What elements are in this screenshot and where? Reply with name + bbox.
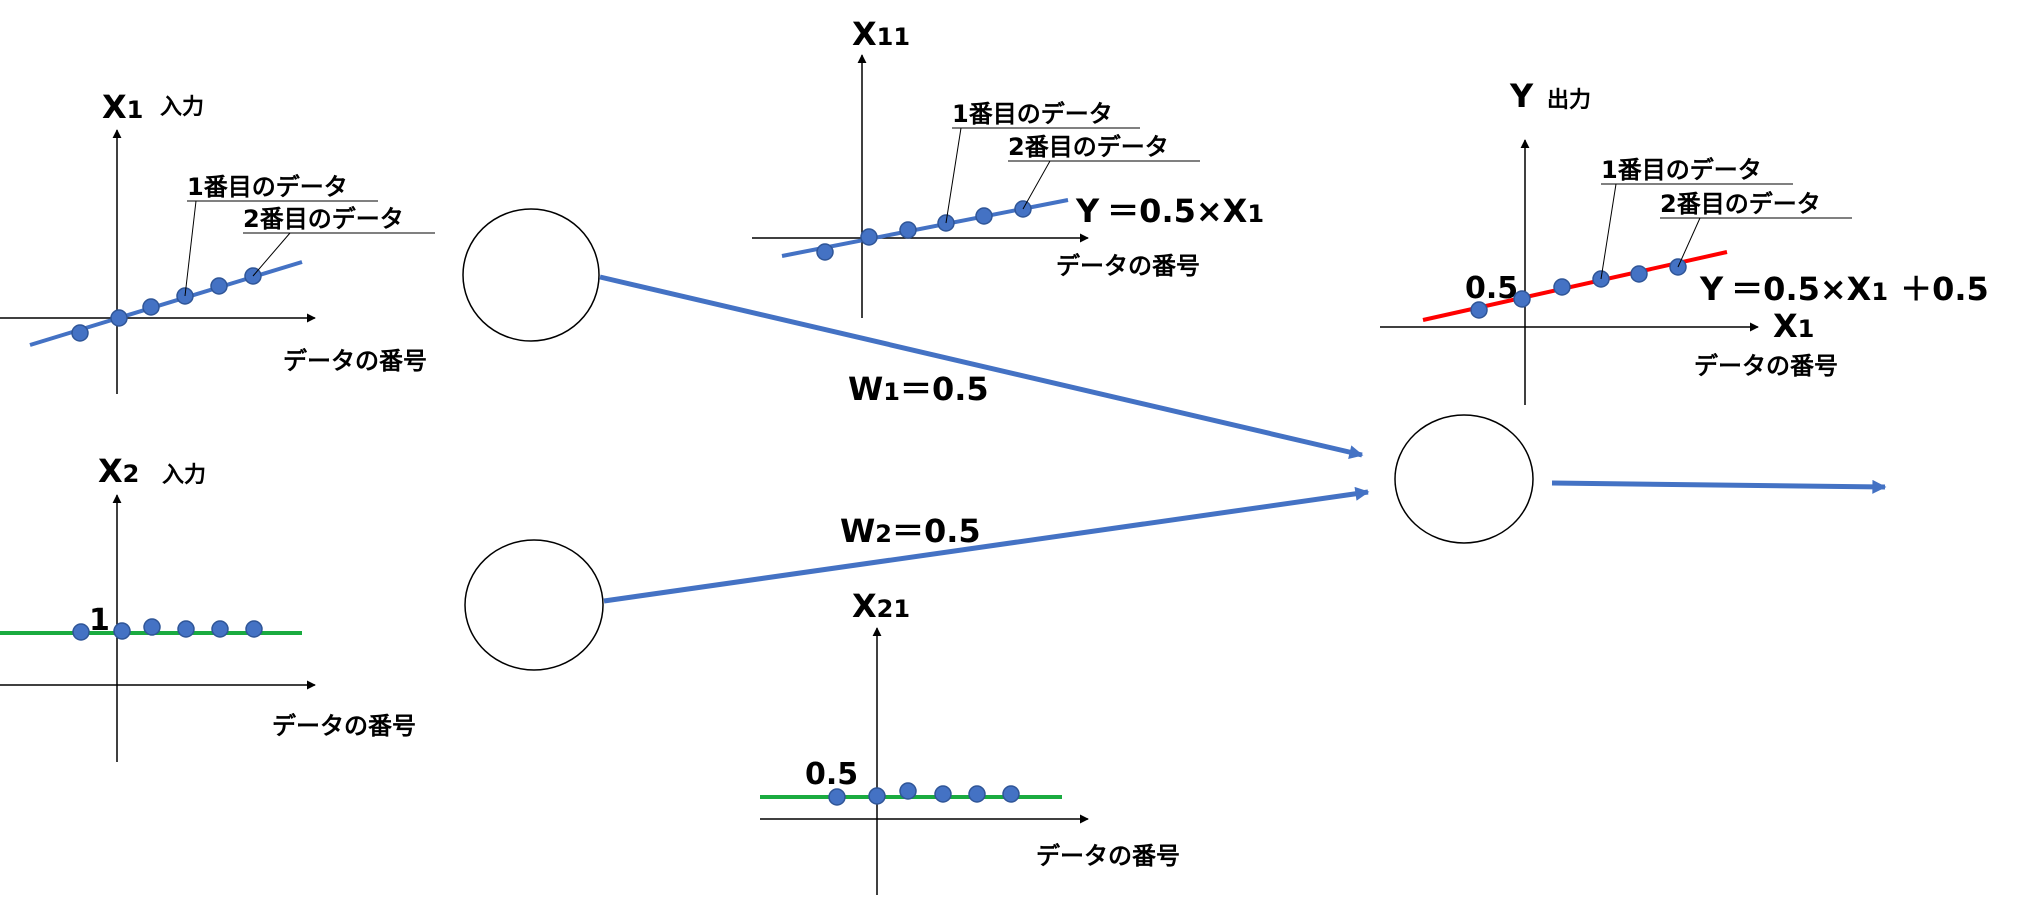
y-data-point [1470, 301, 1488, 319]
x11-data-point [860, 228, 878, 246]
x2-data-point [143, 618, 161, 636]
x2-x-axis-label: データの番号 [272, 712, 416, 740]
weight-1-connection-arrow [599, 274, 1364, 459]
x1-axis-title: X1 [102, 88, 143, 126]
x2-data-point [211, 620, 229, 638]
y-x-axis-var: X1 [1773, 307, 1814, 345]
y-x-axis-label: データの番号 [1694, 352, 1838, 380]
x21-data-point [1002, 785, 1020, 803]
x11-data-point [899, 221, 917, 239]
x11-weighted-plot: X11 1番目のデータ 2番目のデータ Y ＝0.5×X1 データの番号 [752, 15, 1264, 318]
x2-input-plot: X2 入力 1 データの番号 [0, 452, 416, 762]
input-neuron-1 [462, 208, 600, 342]
x2-axis-note: 入力 [162, 463, 206, 488]
x11-x-axis-label: データの番号 [1056, 252, 1200, 280]
x1-data-point [210, 277, 228, 295]
y-output-plot: Y 出力 0.5 1番目のデータ 2番目のデータ Y ＝0.5×X1 ＋0.5 X1… [1380, 77, 1989, 405]
x1-x-axis-label: データの番号 [283, 347, 427, 375]
x1-data-point [110, 309, 128, 327]
x2-data-point [245, 620, 263, 638]
x2-value-label: 1 [89, 603, 110, 638]
y-data-point [1630, 265, 1648, 283]
x21-weighted-plot: X21 0.5 データの番号 [760, 587, 1180, 895]
y-intercept-label: 0.5 [1465, 271, 1518, 306]
x1-axis-note: 入力 [160, 95, 204, 120]
weight-1-label: W1＝0.5 [848, 370, 989, 408]
x11-first-data-label: 1番目のデータ [952, 100, 1113, 128]
x1-input-plot: X1 入力 1番目のデータ 2番目のデータ データの番号 [0, 88, 435, 394]
y-first-callout-leader [1600, 183, 1617, 280]
x11-axis-title: X11 [852, 15, 910, 53]
x1-first-data-label: 1番目のデータ [187, 173, 348, 201]
x21-data-point [868, 787, 886, 805]
x11-first-callout-leader [945, 127, 962, 224]
x11-data-point [975, 207, 993, 225]
output-neuron [1394, 414, 1534, 544]
x2-data-point [113, 622, 131, 640]
x1-data-point [142, 298, 160, 316]
y-second-callout-leader [1677, 217, 1701, 268]
x21-data-point [899, 782, 917, 800]
x21-value-label: 0.5 [805, 757, 858, 792]
x1-first-callout-leader [184, 200, 197, 297]
x1-data-point [71, 324, 89, 342]
weight-2-label: W2＝0.5 [840, 512, 981, 550]
x11-second-data-label: 2番目のデータ [1008, 133, 1169, 161]
x2-axis-title: X2 [98, 452, 139, 490]
x21-data-point [828, 788, 846, 806]
x2-data-point [177, 620, 195, 638]
x21-data-point [934, 785, 952, 803]
x21-data-point [968, 785, 986, 803]
x21-axis-title: X21 [852, 587, 910, 625]
weight-2-connection-arrow [603, 486, 1370, 604]
input-neuron-2 [464, 539, 604, 671]
x1-second-data-label: 2番目のデータ [243, 205, 404, 233]
x21-x-axis-label: データの番号 [1036, 842, 1180, 870]
x2-data-point [72, 623, 90, 641]
x11-second-callout-leader [1022, 160, 1051, 210]
y-axis-title: Y [1509, 77, 1534, 115]
y-equation: Y ＝0.5×X1 ＋0.5 [1699, 270, 1989, 308]
x1-second-callout-leader [252, 232, 291, 277]
y-first-data-label: 1番目のデータ [1601, 156, 1762, 184]
y-second-data-label: 2番目のデータ [1660, 190, 1821, 218]
x11-data-point [816, 243, 834, 261]
y-axis-note: 出力 [1547, 88, 1591, 113]
output-arrow [1551, 479, 1887, 494]
x11-equation: Y ＝0.5×X1 [1075, 192, 1264, 230]
y-data-point [1513, 290, 1531, 308]
y-data-point [1553, 278, 1571, 296]
